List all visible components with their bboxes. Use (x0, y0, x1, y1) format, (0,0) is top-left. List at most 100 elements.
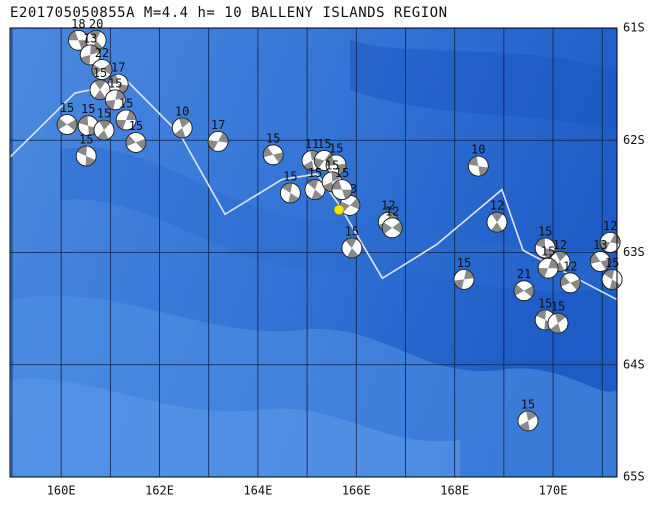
beachball-quadrant (478, 166, 489, 176)
beachball-quadrant (454, 279, 464, 290)
focal-mechanism (559, 272, 581, 294)
beachball-quadrant (342, 189, 352, 200)
beachball-quadrant (263, 146, 274, 158)
beachball-quadrant (548, 258, 559, 269)
beachball-quadrant (307, 179, 319, 190)
depth-label: 15 (538, 296, 552, 310)
beachball-quadrant (97, 130, 109, 141)
beachball-quadrant (392, 221, 403, 234)
beachball-quadrant (603, 269, 615, 280)
beachball-quadrant (281, 183, 293, 193)
beachball-outline (589, 251, 611, 272)
beachball-quadrant (609, 279, 621, 290)
focal-mechanism (79, 44, 101, 66)
beachball-quadrant (600, 259, 611, 270)
beachball-quadrant (80, 54, 91, 65)
beachball-quadrant (538, 268, 549, 278)
beachball-quadrant (382, 222, 393, 234)
depth-label: 17 (111, 61, 125, 75)
focal-mechanism (599, 231, 621, 253)
depth-label: 18 (71, 17, 85, 31)
depth-label: 22 (95, 46, 109, 60)
focal-mechanism (547, 312, 569, 334)
beachball-quadrant (178, 117, 190, 128)
beachball-quadrant (570, 279, 581, 291)
beachball-quadrant (78, 40, 89, 50)
beachball-quadrant (590, 253, 601, 264)
x-tick-label: 164E (243, 484, 272, 498)
focal-mechanism (589, 251, 611, 272)
beachball-quadrant (322, 181, 333, 192)
depth-label: 15 (129, 119, 143, 133)
beachball-quadrant (560, 275, 571, 287)
beachball-quadrant (555, 251, 567, 262)
beachball-quadrant (57, 118, 68, 130)
beachball-quadrant (99, 120, 111, 131)
depth-label: 21 (517, 267, 531, 281)
beachball-quadrant (92, 64, 102, 76)
beachball-outline (304, 179, 326, 201)
beachball-outline (104, 89, 126, 111)
focal-mechanism (339, 194, 361, 216)
focal-mechanism (467, 155, 489, 177)
beachball-quadrant (94, 79, 106, 90)
y-tick-label: 64S (623, 357, 645, 371)
beachball-quadrant (126, 110, 137, 120)
x-tick-label: 160E (47, 484, 76, 498)
focal-mechanism (453, 268, 475, 290)
beachball-outline (601, 268, 623, 290)
beachball-quadrant (90, 44, 100, 55)
focal-mechanism (262, 144, 284, 166)
focal-mechanism (381, 217, 403, 239)
beachball-quadrant (513, 284, 524, 296)
focal-mechanism (304, 179, 326, 201)
depth-label: 15 (119, 97, 133, 111)
depth-label: 15 (335, 166, 349, 180)
beachball-quadrant (468, 156, 479, 167)
depth-label: 15 (283, 170, 297, 184)
beachball-outline (486, 211, 508, 233)
beachball-quadrant (115, 90, 126, 100)
depth-label: 10 (471, 143, 485, 157)
depth-label: 15 (605, 256, 619, 270)
beachball-quadrant (524, 285, 535, 298)
beachball-outline (517, 410, 539, 432)
beachball-outline (115, 109, 137, 131)
beachball-quadrant (105, 99, 116, 110)
depth-label: 13 (83, 31, 97, 45)
depth-label: 15 (60, 101, 74, 115)
y-tick-label: 65S (623, 470, 645, 484)
beachball-quadrant (78, 115, 89, 126)
focal-mechanism (537, 257, 559, 279)
depth-label: 15 (345, 225, 359, 239)
y-tick-label: 62S (623, 133, 645, 147)
beachball-quadrant (345, 238, 357, 248)
beachball-quadrant (77, 145, 87, 156)
depth-label: 15 (457, 256, 471, 270)
beachball-outline (75, 145, 97, 167)
focal-mechanism (331, 179, 353, 201)
epicenter (333, 204, 345, 216)
focal-mechanism (279, 182, 301, 204)
beachball-outline (599, 231, 621, 253)
beachball-outline (331, 179, 353, 201)
focal-mechanism (534, 237, 556, 259)
beachball-outline (341, 237, 363, 259)
beachball-quadrant (554, 313, 566, 324)
beachball-quadrant (85, 156, 96, 167)
focal-mechanism (56, 114, 78, 135)
focal-mechanism (125, 132, 147, 153)
beachball-quadrant (332, 180, 342, 190)
focal-mechanism (486, 211, 508, 233)
beachball-outline (56, 114, 78, 135)
x-tick-label: 170E (539, 484, 568, 498)
depth-label: 20 (89, 17, 103, 31)
beachball-quadrant (273, 152, 284, 163)
beachball-quadrant (491, 212, 503, 223)
depth-label: 15 (325, 158, 339, 172)
beachball-outline (89, 79, 111, 101)
depth-label: 15 (266, 131, 280, 145)
depth-label: 15 (81, 102, 95, 116)
beachball-outline (467, 155, 489, 177)
